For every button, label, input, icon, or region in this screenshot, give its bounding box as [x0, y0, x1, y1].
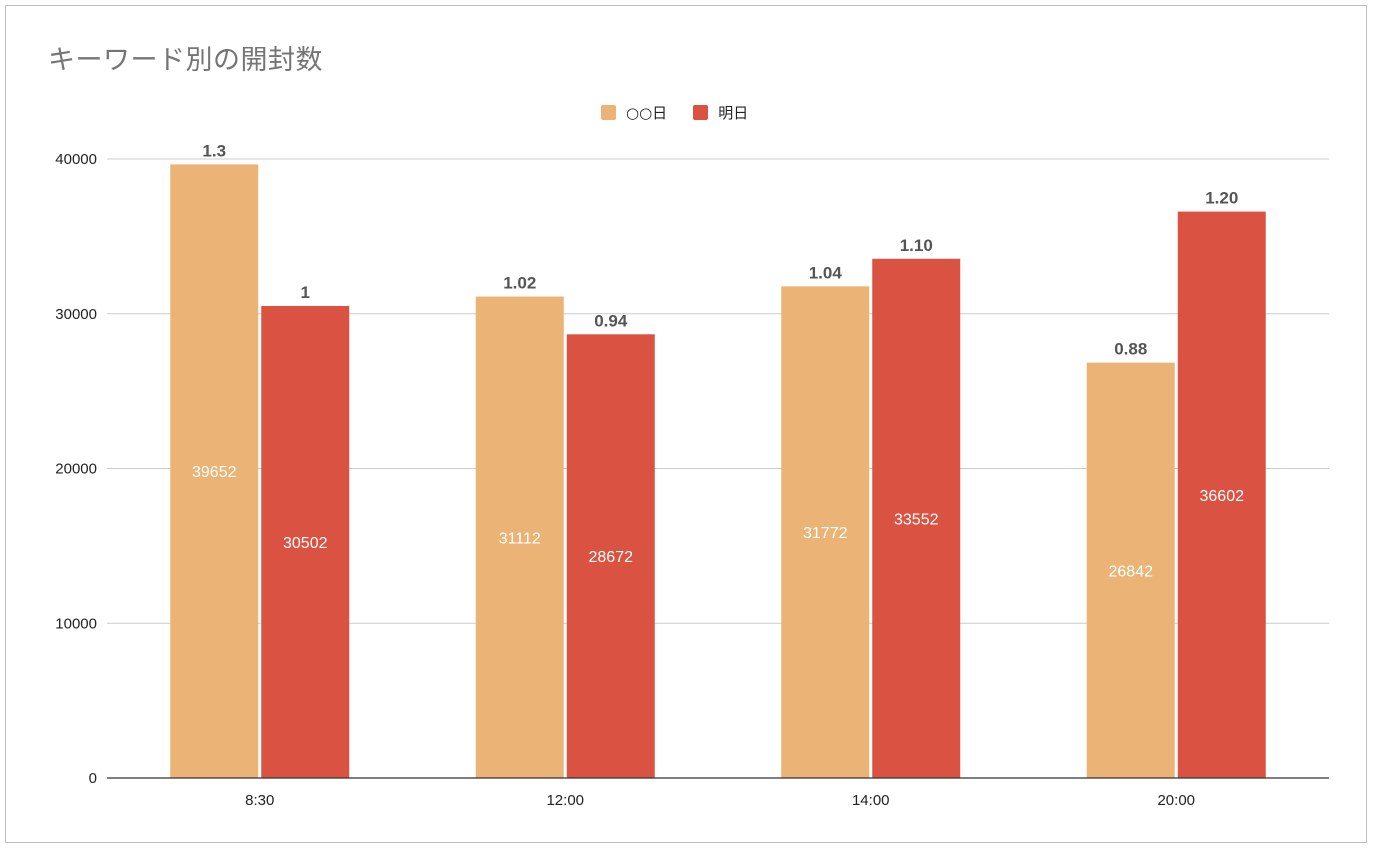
bar-value-label: 39652: [192, 464, 237, 481]
legend-swatch-series-1: [601, 104, 616, 120]
legend-item-series-1: ○○日: [601, 102, 667, 123]
bar: [170, 164, 259, 778]
bar-top-label: 1: [301, 283, 310, 302]
bar: [261, 305, 350, 778]
bar-value-label: 30502: [283, 535, 328, 552]
legend-label-series-2: 明日: [718, 103, 749, 122]
x-tick-label: 12:00: [546, 792, 584, 809]
legend-item-series-2: 明日: [693, 102, 748, 123]
x-tick-label: 14:00: [852, 792, 890, 809]
bar-value-label: 31112: [499, 530, 541, 547]
legend-label-series-1: ○○日: [626, 103, 668, 122]
bar: [475, 296, 564, 778]
y-tick-label: 20000: [55, 461, 97, 478]
y-tick-label: 0: [89, 770, 97, 787]
bar: [1177, 211, 1266, 778]
bar: [566, 334, 655, 778]
bar-top-label: 1.04: [809, 263, 843, 282]
bar: [872, 258, 961, 778]
bar-top-label: 1.10: [900, 236, 933, 255]
bar: [781, 286, 870, 778]
bar-top-label: 1.3: [202, 141, 226, 160]
bar-value-label: 28672: [589, 549, 634, 566]
x-tick-label: 20:00: [1157, 792, 1195, 809]
bar-value-label: 26842: [1109, 563, 1154, 580]
legend-swatch-series-2: [693, 104, 709, 120]
bar-value-label: 33552: [894, 511, 939, 528]
chart-title: キーワード別の開封数: [48, 45, 323, 76]
bar-top-label: 0.88: [1114, 340, 1147, 359]
bar-top-label: 1.02: [503, 274, 536, 293]
y-tick-label: 10000: [55, 615, 97, 632]
y-tick-label: 40000: [55, 151, 97, 168]
y-tick-label: 30000: [55, 306, 97, 323]
chart-legend: ○○日 明日: [601, 101, 774, 123]
bar-top-label: 0.94: [594, 311, 628, 330]
bar-top-label: 1.20: [1205, 189, 1238, 208]
bar-value-label: 36602: [1200, 488, 1245, 505]
bar: [1086, 362, 1175, 778]
bar-value-label: 31772: [803, 525, 848, 542]
x-tick-label: 8:30: [245, 792, 274, 809]
